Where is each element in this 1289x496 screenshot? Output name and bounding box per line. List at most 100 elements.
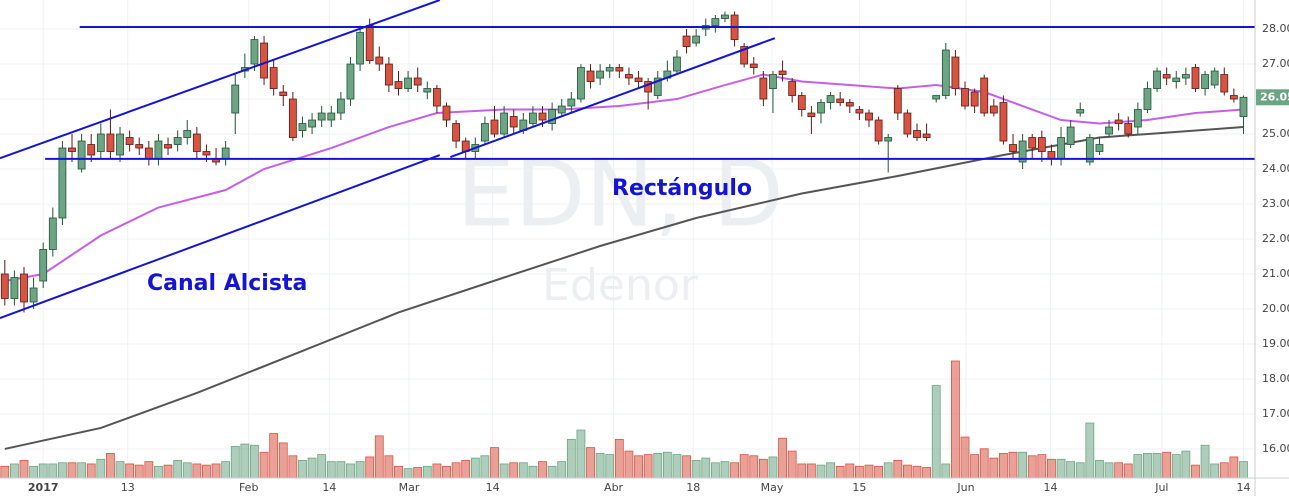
volume-bar (1123, 463, 1133, 479)
volume-bar (758, 458, 768, 479)
volume-bar (442, 465, 451, 479)
candle-body (865, 112, 873, 121)
candle-body (1085, 137, 1094, 163)
candle-body (615, 67, 624, 72)
volume-bar (989, 457, 999, 479)
candle-body (221, 147, 230, 159)
volume-bar (787, 450, 797, 479)
candle-body (500, 112, 509, 135)
volume-bar (1085, 422, 1095, 479)
volume-bar (451, 462, 461, 479)
candle-body (365, 25, 374, 61)
volume-bar (1008, 451, 1018, 479)
candle-body (288, 98, 297, 138)
candle-body (68, 147, 76, 152)
volume-bar (701, 457, 711, 479)
watermark: Edenor (542, 260, 699, 311)
volume-bar (778, 437, 787, 479)
volume-bar (1210, 463, 1220, 479)
volume-bar (979, 448, 989, 479)
candle-body (884, 137, 893, 142)
volume-bar (10, 463, 19, 479)
candle-body (721, 14, 729, 19)
candle-body (740, 46, 749, 65)
volume-bar (1152, 453, 1162, 479)
volume-bar (1027, 455, 1037, 479)
candle-body (375, 56, 384, 65)
volume-bar (38, 463, 48, 479)
volume-bar (1095, 460, 1104, 479)
volume-bar (835, 465, 845, 479)
candle-body (1201, 74, 1209, 89)
volume-bar (230, 446, 240, 479)
candle-body (1076, 109, 1085, 114)
candle-body (961, 88, 969, 107)
volume-bar (739, 454, 749, 479)
candle-body (308, 119, 316, 128)
x-tick-label: Feb (239, 481, 258, 494)
volume-bar (662, 451, 672, 479)
candle-body (10, 277, 19, 299)
candle-body (346, 63, 355, 100)
candle-body (913, 130, 921, 138)
candle-body (1095, 144, 1104, 152)
candle-body (1239, 96, 1248, 117)
volume-bar (1133, 454, 1143, 479)
volume-bar (797, 463, 807, 479)
volume-bar (931, 385, 941, 479)
candle-body (336, 98, 345, 114)
candle-body (356, 32, 364, 65)
candle-body (279, 91, 288, 96)
volume-bar (845, 463, 855, 479)
volume-bar (154, 465, 163, 479)
candle-body (96, 133, 105, 152)
candle-body (1047, 151, 1056, 159)
volume-bar (1075, 462, 1085, 479)
candle-body (903, 112, 912, 135)
volume-bar (566, 438, 576, 479)
volume-bar (250, 444, 259, 479)
volume-bar (730, 462, 739, 479)
candle-body (260, 42, 268, 79)
volume-bar (182, 462, 192, 479)
candle-body (538, 112, 547, 121)
volume-bar (211, 463, 221, 479)
volume-bar (864, 464, 874, 479)
volume-bar (970, 454, 980, 479)
volume-bar (470, 457, 480, 479)
volume-bar (422, 465, 432, 479)
candle-body (452, 123, 461, 142)
candle-body (749, 63, 758, 68)
candle-body (1162, 74, 1171, 79)
candle-body (529, 112, 537, 124)
volume-bar (643, 454, 653, 479)
volume-bar (298, 460, 307, 479)
volume-bar (806, 463, 816, 479)
y-tick-label: 18.00 (1262, 372, 1289, 385)
volume-bar (1047, 458, 1056, 479)
volume-bar (317, 454, 327, 479)
volume-bar (144, 461, 154, 479)
trend-line (449, 37, 776, 159)
y-tick-label: 16.00 (1262, 442, 1289, 455)
candle-body (759, 77, 768, 100)
candle-body (1124, 123, 1133, 135)
volume-bar (749, 455, 759, 479)
candle-body (845, 102, 854, 107)
candle-body (423, 88, 432, 93)
candle-body (797, 95, 806, 110)
candle-body (481, 123, 489, 142)
volume-bar (1104, 462, 1114, 479)
candle-body (144, 147, 153, 159)
volume-bar (720, 461, 730, 479)
candle-body (404, 77, 412, 89)
volume-bar (682, 455, 691, 479)
candle-body (874, 119, 883, 142)
candle-body (1037, 137, 1046, 152)
volume-bar (394, 465, 403, 479)
candle-body (1153, 70, 1161, 89)
volume-bar (538, 461, 547, 479)
volume-bar (1229, 456, 1239, 479)
volume-bar (1018, 451, 1028, 479)
candle-body (164, 144, 172, 149)
